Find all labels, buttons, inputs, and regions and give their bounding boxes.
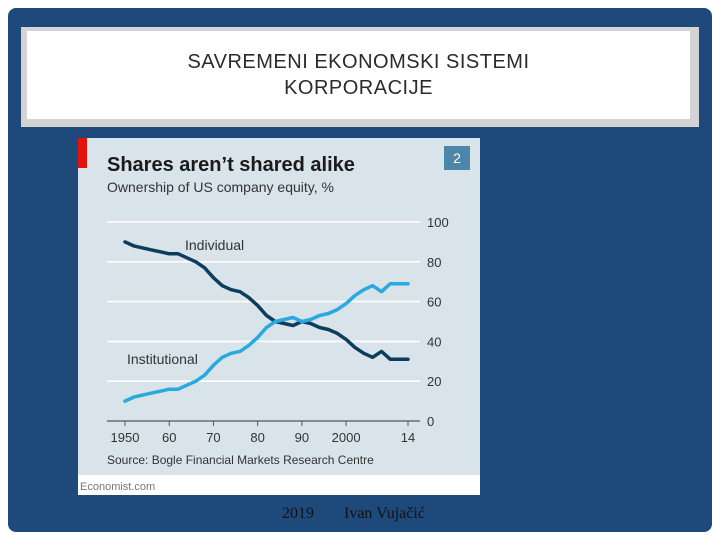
x-tick-label-70: 70 bbox=[206, 430, 220, 445]
label-layer: 0 20 40 60 80 100 1950 60 70 80 90 2000 14 Individual… bbox=[111, 215, 449, 445]
x-tick-label-2000: 2000 bbox=[332, 430, 361, 445]
y-tick-label-20: 20 bbox=[427, 374, 441, 389]
slide-title-line-2: KORPORACIJE bbox=[284, 77, 433, 99]
y-tick-label-60: 60 bbox=[427, 295, 441, 310]
credit-strip bbox=[78, 475, 480, 495]
series-line-individual bbox=[123, 240, 410, 362]
title-box: SAVREMENI EKONOMSKI SISTEMI KORPORACIJE bbox=[21, 27, 699, 127]
series-label-institutional: Institutional bbox=[127, 351, 198, 367]
economist-credit: Economist.com bbox=[80, 481, 155, 493]
y-tick-label-100: 100 bbox=[427, 215, 449, 230]
series-label-individual: Individual bbox=[185, 237, 244, 253]
x-tick-label-90: 90 bbox=[295, 430, 309, 445]
economist-red-tag bbox=[78, 138, 87, 168]
series-layer bbox=[123, 240, 410, 403]
grid-layer bbox=[107, 221, 420, 426]
chart-number-badge bbox=[444, 146, 470, 170]
title-inner: SAVREMENI EKONOMSKI SISTEMI KORPORACIJE bbox=[27, 31, 690, 119]
slide-title-line-1: SAVREMENI EKONOMSKI SISTEMI bbox=[187, 51, 530, 73]
chart-subtitle: Ownership of US company equity, % bbox=[107, 179, 334, 195]
x-tick-label-80: 80 bbox=[250, 430, 264, 445]
footer-author: Ivan Vujačić bbox=[344, 505, 425, 522]
y-tick-label-80: 80 bbox=[427, 255, 441, 270]
x-tick-label-14: 14 bbox=[401, 430, 415, 445]
chart-title: Shares aren’t shared alike bbox=[107, 154, 355, 176]
series-line-institutional bbox=[123, 281, 410, 403]
chart-panel: Shares aren’t shared alike Ownership of … bbox=[78, 138, 480, 495]
y-tick-label-0: 0 bbox=[427, 414, 434, 429]
line-chart: Shares aren’t shared alike Ownership of … bbox=[78, 138, 480, 495]
y-tick-label-40: 40 bbox=[427, 334, 441, 349]
x-tick-label-60: 60 bbox=[162, 430, 176, 445]
x-tick-label-1950: 1950 bbox=[111, 430, 140, 445]
chart-number-badge-text: 2 bbox=[453, 150, 461, 166]
footer-year: 2019 bbox=[282, 505, 314, 522]
slide-title: SAVREMENI EKONOMSKI SISTEMI KORPORACIJE bbox=[187, 49, 529, 101]
chart-source: Source: Bogle Financial Markets Research… bbox=[107, 453, 374, 467]
